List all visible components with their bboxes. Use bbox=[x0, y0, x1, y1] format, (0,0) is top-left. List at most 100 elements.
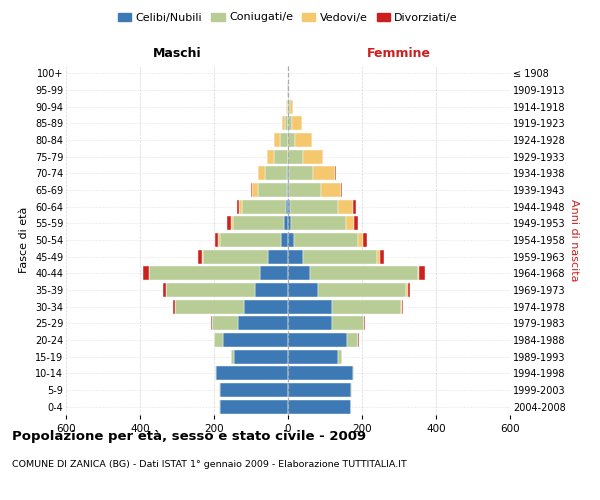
Bar bbox=[289, 183, 320, 197]
Bar bbox=[288, 400, 351, 414]
Bar bbox=[219, 383, 220, 397]
Bar bbox=[288, 300, 332, 314]
Bar bbox=[288, 100, 290, 114]
Bar bbox=[303, 250, 377, 264]
Bar bbox=[290, 200, 338, 214]
Bar bbox=[199, 250, 202, 264]
Bar bbox=[285, 116, 288, 130]
Bar bbox=[238, 316, 288, 330]
Bar bbox=[338, 350, 341, 364]
Bar bbox=[354, 216, 358, 230]
Bar bbox=[284, 216, 288, 230]
Bar bbox=[286, 100, 287, 114]
Bar bbox=[288, 250, 303, 264]
Text: Femmine: Femmine bbox=[367, 47, 431, 60]
Bar bbox=[288, 183, 289, 197]
Bar bbox=[259, 166, 265, 180]
Bar bbox=[260, 266, 288, 280]
Bar bbox=[346, 216, 354, 230]
Legend: Celibi/Nubili, Coniugati/e, Vedovi/e, Divorziati/e: Celibi/Nubili, Coniugati/e, Vedovi/e, Di… bbox=[113, 8, 463, 27]
Bar bbox=[212, 316, 238, 330]
Text: COMUNE DI ZANICA (BG) - Dati ISTAT 1° gennaio 2009 - Elaborazione TUTTITALIA.IT: COMUNE DI ZANICA (BG) - Dati ISTAT 1° ge… bbox=[12, 460, 407, 469]
Bar bbox=[353, 200, 356, 214]
Text: Popolazione per età, sesso e stato civile - 2009: Popolazione per età, sesso e stato civil… bbox=[12, 430, 366, 443]
Bar bbox=[252, 183, 257, 197]
Bar bbox=[223, 333, 288, 347]
Bar bbox=[407, 283, 410, 297]
Bar bbox=[220, 383, 288, 397]
Bar bbox=[274, 133, 280, 147]
Bar bbox=[335, 166, 336, 180]
Bar bbox=[215, 366, 216, 380]
Bar bbox=[290, 100, 293, 114]
Bar bbox=[288, 350, 338, 364]
Bar bbox=[332, 316, 364, 330]
Bar bbox=[266, 150, 274, 164]
Bar bbox=[353, 366, 354, 380]
Bar bbox=[295, 133, 312, 147]
Bar bbox=[341, 183, 342, 197]
Bar bbox=[175, 300, 244, 314]
Bar bbox=[218, 233, 220, 247]
Bar bbox=[251, 183, 252, 197]
Bar bbox=[173, 300, 175, 314]
Bar bbox=[317, 283, 406, 297]
Bar bbox=[143, 266, 149, 280]
Bar bbox=[286, 200, 288, 214]
Bar bbox=[287, 183, 288, 197]
Bar bbox=[274, 150, 288, 164]
Bar bbox=[347, 333, 358, 347]
Bar bbox=[230, 216, 233, 230]
Bar bbox=[242, 200, 286, 214]
Bar bbox=[166, 283, 254, 297]
Bar bbox=[332, 300, 401, 314]
Bar bbox=[358, 233, 363, 247]
Bar bbox=[211, 316, 212, 330]
Bar bbox=[288, 133, 295, 147]
Bar bbox=[235, 350, 288, 364]
Bar bbox=[282, 116, 285, 130]
Bar bbox=[288, 233, 293, 247]
Bar bbox=[288, 216, 291, 230]
Bar bbox=[310, 266, 418, 280]
Bar bbox=[227, 216, 230, 230]
Y-axis label: Fasce di età: Fasce di età bbox=[19, 207, 29, 273]
Bar bbox=[313, 166, 335, 180]
Bar bbox=[203, 250, 268, 264]
Bar bbox=[288, 150, 303, 164]
Bar bbox=[287, 100, 288, 114]
Bar bbox=[288, 83, 289, 97]
Bar bbox=[287, 166, 288, 180]
Bar bbox=[288, 383, 351, 397]
Bar bbox=[338, 200, 353, 214]
Bar bbox=[320, 183, 341, 197]
Bar bbox=[233, 216, 284, 230]
Bar bbox=[216, 366, 288, 380]
Bar bbox=[214, 333, 223, 347]
Bar bbox=[288, 200, 290, 214]
Bar bbox=[257, 183, 287, 197]
Bar bbox=[288, 333, 347, 347]
Bar bbox=[401, 300, 403, 314]
Bar bbox=[280, 133, 288, 147]
Bar bbox=[265, 166, 287, 180]
Bar bbox=[419, 266, 425, 280]
Bar bbox=[351, 383, 352, 397]
Bar bbox=[288, 266, 310, 280]
Bar bbox=[163, 283, 166, 297]
Bar bbox=[202, 250, 203, 264]
Bar bbox=[254, 283, 288, 297]
Bar bbox=[364, 316, 365, 330]
Y-axis label: Anni di nascita: Anni di nascita bbox=[569, 198, 580, 281]
Bar bbox=[220, 233, 281, 247]
Bar bbox=[149, 266, 260, 280]
Bar bbox=[220, 400, 288, 414]
Bar bbox=[418, 266, 419, 280]
Bar bbox=[363, 233, 367, 247]
Bar bbox=[288, 283, 317, 297]
Bar bbox=[232, 350, 235, 364]
Bar bbox=[215, 233, 218, 247]
Bar bbox=[288, 316, 332, 330]
Bar bbox=[288, 166, 289, 180]
Bar bbox=[292, 116, 302, 130]
